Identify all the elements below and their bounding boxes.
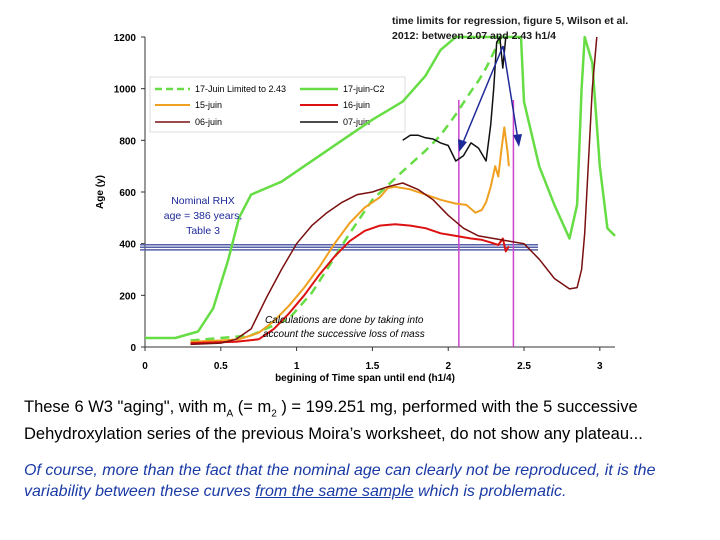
y-tick-label: 200 — [119, 291, 136, 302]
caption-italic: Of course, more than the fact that the n… — [24, 460, 714, 502]
caption-italic-underlined: from the same sample — [255, 483, 414, 500]
y-tick-label: 1000 — [114, 85, 137, 96]
series-line-3 — [190, 223, 510, 345]
legend-box — [149, 76, 406, 133]
arrow-left — [461, 45, 504, 146]
x-tick-label: 3 — [597, 361, 603, 372]
caption-line2: Dehydroxylation series of the previous M… — [24, 425, 643, 444]
series-line-5 — [402, 36, 507, 162]
arrowhead-left — [458, 139, 467, 152]
series-line-1 — [145, 35, 616, 340]
legend-label-15-juin: 15-juin — [195, 100, 222, 110]
legend-label-17-juin-limited: 17-Juin Limited to 2.43 — [195, 84, 286, 94]
caption-line1-sub2: 2 — [271, 408, 277, 420]
annotation-nominal-line1: Nominal RHX — [171, 195, 235, 207]
x-tick-label: 1 — [294, 361, 300, 372]
caption-line1-sub: A — [226, 408, 234, 420]
series-line-4 — [190, 36, 598, 346]
x-tick-label: 1.5 — [365, 361, 379, 372]
caption-line1-post: ) = 199.251 mg, performed with the 5 suc… — [276, 398, 638, 416]
y-tick-label: 400 — [119, 240, 136, 251]
arrowhead-right — [513, 134, 522, 147]
annotation-top-line1: time limits for regression, figure 5, Wi… — [392, 15, 628, 27]
caption-line1-mid: (= m — [233, 398, 272, 416]
series-line-0 — [190, 36, 503, 342]
x-tick-label: 0.5 — [214, 361, 228, 372]
annotation-nominal-line3: Table 3 — [186, 225, 220, 237]
series-line-2 — [190, 126, 510, 343]
legend-label-06-juin: 06-juin — [195, 117, 222, 127]
x-tick-label: 2 — [445, 361, 451, 372]
caption-italic-pre: Of course, more than the fact that the n… — [24, 462, 656, 500]
legend-label-16-juin: 16-juin — [343, 100, 370, 110]
caption-italic-post: which is problematic. — [413, 483, 567, 500]
caption-line1-pre: These 6 W3 "aging", with m — [24, 398, 227, 416]
x-tick-label: 0 — [142, 361, 148, 372]
annotation-top-line2: 2012: between 2.07 and 2.43 h1/4 — [392, 30, 556, 42]
y-axis-label: Age (y) — [95, 175, 106, 209]
annotation-calc-line2: account the successive loss of mass — [263, 329, 425, 340]
y-tick-label: 1200 — [114, 33, 137, 44]
legend-label-17-juin-c2: 17-juin-C2 — [343, 84, 385, 94]
legend: 17-Juin Limited to 2.43 17-juin-C2 15-ju… — [149, 76, 406, 133]
annotation-calc-line1: Calculations are done by taking into — [265, 315, 424, 326]
x-tick-label: 2.5 — [517, 361, 531, 372]
annotation-nominal-line2: age = 386 years, — [164, 210, 243, 222]
chart: 0 200 400 600 800 1000 1200 0 0.5 1 1.5 2 2.5 3 begi… — [95, 15, 628, 384]
y-tick-label: 600 — [119, 188, 136, 199]
x-axis-label: begining of Time span until end (h1/4) — [275, 373, 455, 384]
legend-label-07-juin: 07-juin — [343, 117, 370, 127]
y-tick-label: 800 — [119, 136, 136, 147]
arrow-right — [502, 45, 519, 141]
y-tick-label: 0 — [130, 343, 136, 354]
caption-main: These 6 W3 "aging", with mA (= m2 ) = 19… — [24, 397, 714, 445]
